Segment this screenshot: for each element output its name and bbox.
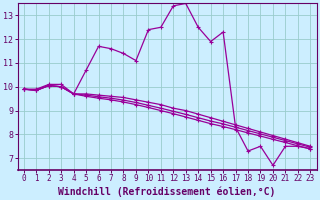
X-axis label: Windchill (Refroidissement éolien,°C): Windchill (Refroidissement éolien,°C) [58, 186, 276, 197]
